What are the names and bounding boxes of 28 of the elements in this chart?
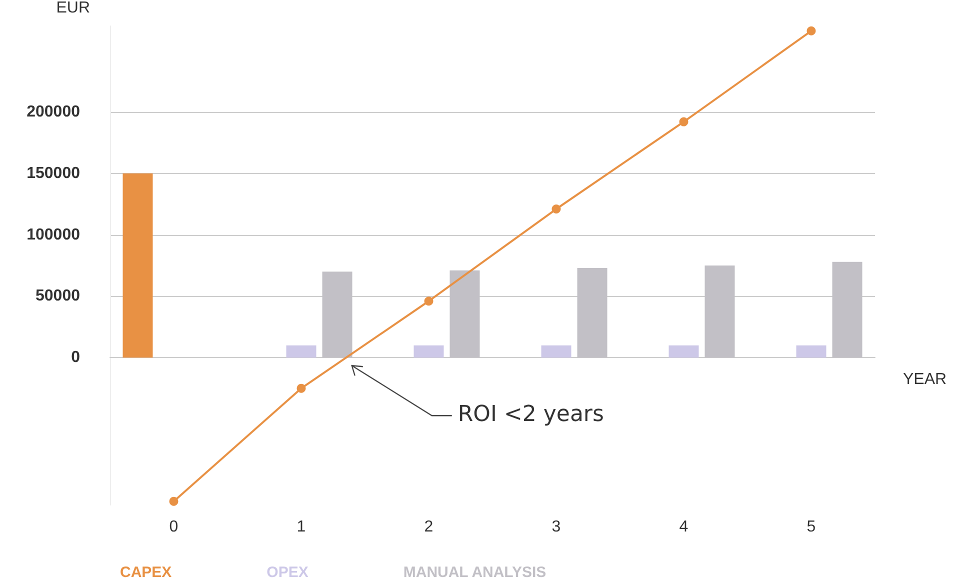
y-tick-label: 150000 bbox=[26, 164, 80, 182]
y-tick-label: 0 bbox=[71, 349, 80, 366]
y-tick-label: 100000 bbox=[26, 226, 80, 244]
x-tick-label: 3 bbox=[552, 518, 561, 536]
x-tick-label: 5 bbox=[806, 518, 816, 536]
point bbox=[679, 117, 688, 126]
point bbox=[169, 496, 178, 506]
annotation: ROI <2 years bbox=[458, 402, 604, 427]
y-tick-label: 200000 bbox=[26, 103, 80, 120]
x-tick-label: 1 bbox=[296, 518, 306, 536]
x-tick-label: 2 bbox=[424, 518, 434, 536]
y-axis-title: EUR bbox=[56, 0, 90, 16]
x-tick-label: 0 bbox=[169, 518, 178, 536]
bar bbox=[286, 345, 316, 358]
text: CAPEX bbox=[120, 564, 172, 581]
bar bbox=[414, 345, 444, 358]
x-axis-title: YEAR bbox=[903, 371, 947, 388]
y-tick-label: 50000 bbox=[36, 288, 80, 305]
bar bbox=[122, 173, 153, 358]
bar bbox=[796, 345, 826, 358]
bar bbox=[668, 345, 699, 358]
bar bbox=[541, 345, 572, 358]
point bbox=[806, 26, 816, 36]
x-tick-label: 4 bbox=[679, 518, 688, 536]
point bbox=[552, 204, 561, 214]
point bbox=[424, 296, 434, 306]
point bbox=[296, 384, 306, 393]
text: MANUAL ANALYSIS bbox=[403, 564, 546, 581]
